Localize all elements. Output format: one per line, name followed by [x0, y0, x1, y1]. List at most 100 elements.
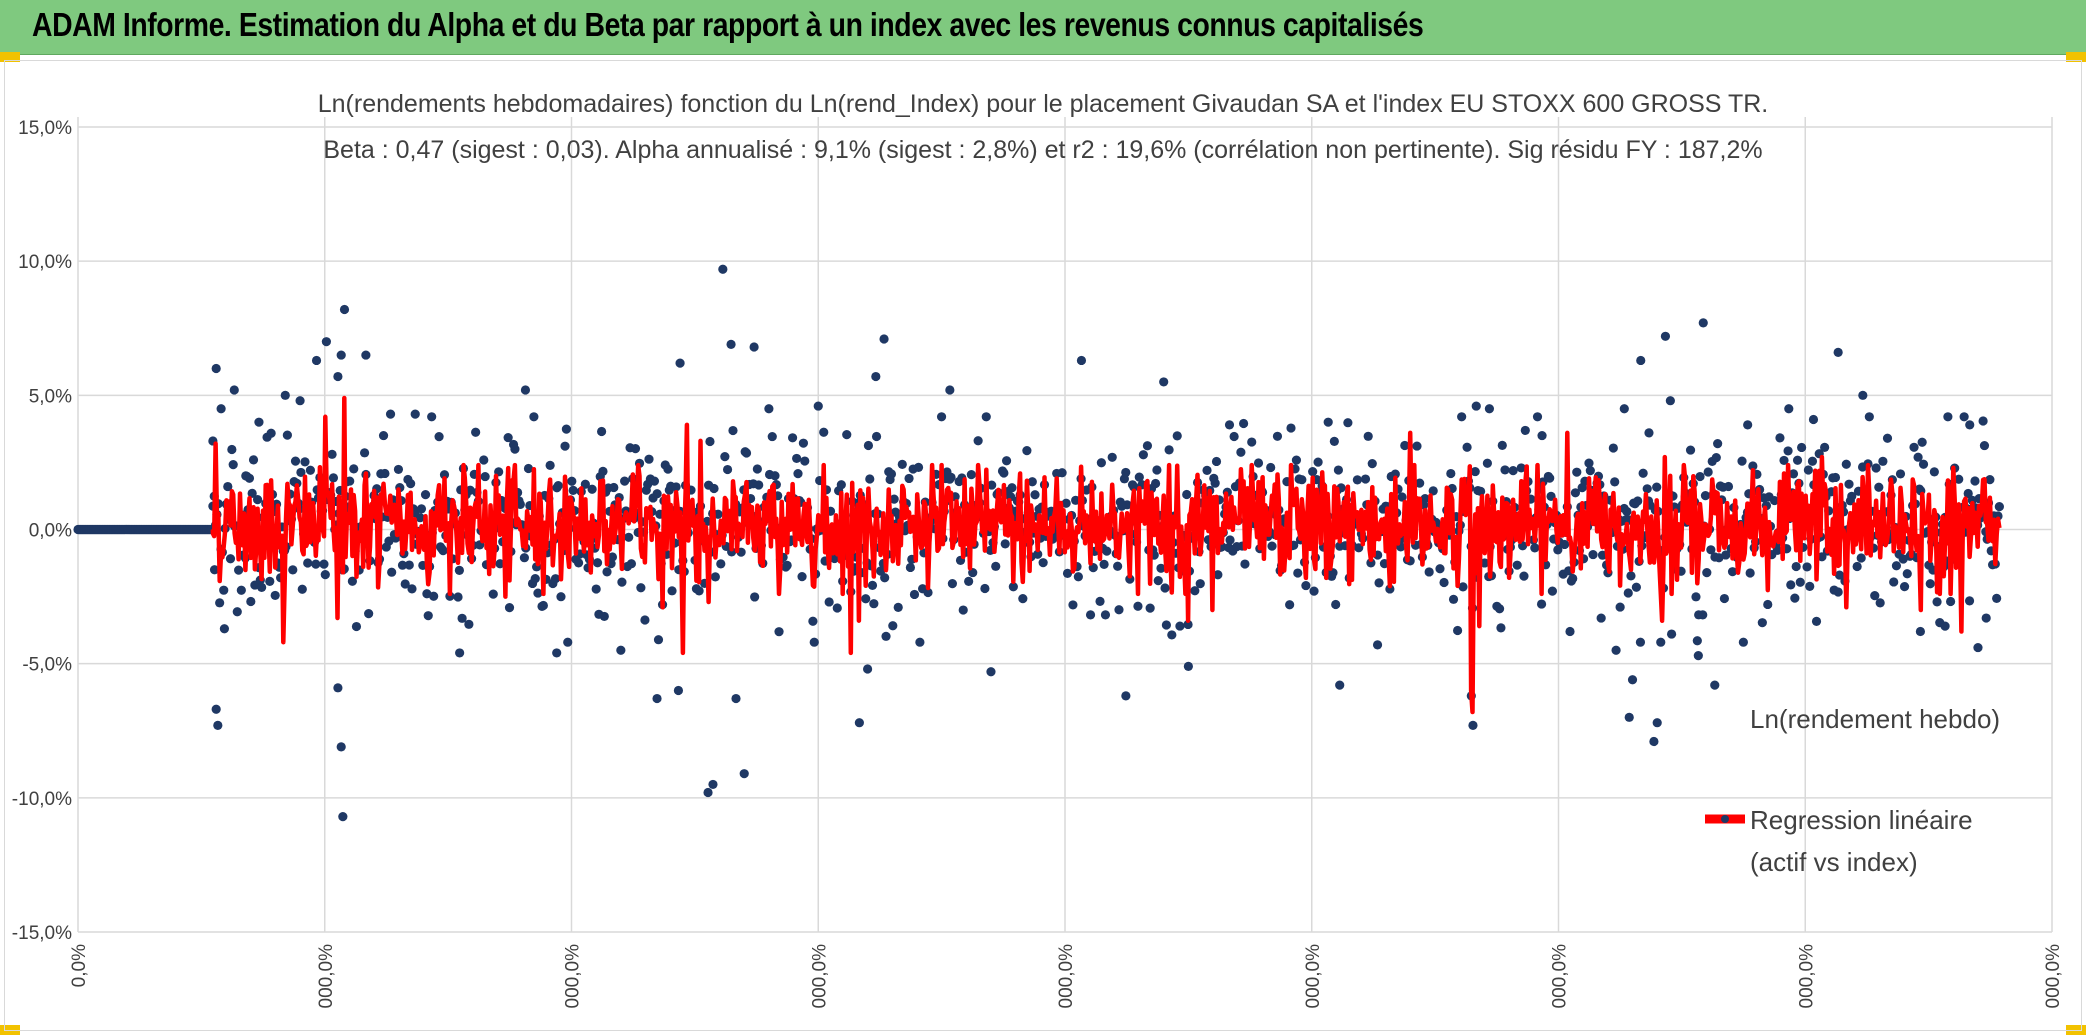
scatter-point	[981, 412, 991, 422]
scatter-point	[254, 417, 264, 427]
scatter-point	[216, 404, 226, 414]
scatter-point	[1076, 355, 1087, 366]
scatter-point	[1452, 625, 1463, 636]
scatter-point	[1113, 561, 1123, 571]
scatter-point	[311, 559, 321, 569]
scatter-point	[364, 609, 374, 619]
scatter-point	[671, 482, 681, 492]
scatter-point	[1978, 416, 1988, 426]
scatter-point	[842, 430, 852, 440]
scatter-point	[553, 481, 563, 491]
scatter-point	[675, 358, 685, 368]
scatter-point	[592, 558, 603, 568]
scatter-point	[1929, 467, 1939, 477]
scatter-point	[609, 482, 619, 493]
scatter-point	[1331, 599, 1341, 610]
scatter-point	[327, 449, 337, 459]
scatter-point	[1834, 570, 1845, 580]
scatter-point	[533, 588, 543, 598]
scatter-point	[863, 664, 873, 674]
scatter-point	[854, 718, 864, 728]
scatter-point	[708, 779, 718, 790]
scatter-point	[897, 459, 907, 469]
scatter-point	[1763, 599, 1773, 610]
scatter-point	[333, 683, 343, 693]
scatter-point	[1665, 396, 1675, 406]
scatter-point	[1784, 404, 1794, 414]
corner-marker-top-left	[0, 52, 20, 62]
scatter-point	[1695, 471, 1705, 482]
scatter-point	[602, 567, 612, 577]
scatter-point	[359, 448, 370, 458]
scatter-point	[1619, 404, 1629, 414]
scatter-point	[879, 334, 889, 344]
scatter-point	[404, 560, 414, 570]
scatter-point	[347, 576, 357, 586]
scatter-point	[1786, 580, 1796, 590]
scatter-point	[617, 577, 627, 587]
legend-marker-regression	[1721, 815, 1729, 823]
scatter-point	[1878, 456, 1888, 466]
corner-marker-top-right	[2066, 52, 2086, 62]
scatter-point	[1293, 568, 1303, 578]
scatter-point	[529, 412, 539, 422]
scatter-point	[349, 464, 359, 474]
scatter-point	[236, 585, 246, 595]
scatter-point	[1240, 559, 1250, 569]
scatter-point	[752, 464, 762, 474]
scatter-point	[1057, 468, 1067, 478]
scatter-point	[1769, 495, 1780, 506]
scatter-point	[958, 605, 968, 615]
scatter-point	[881, 631, 891, 641]
y-tick-label: 5,0%	[29, 386, 72, 407]
scatter-point	[1852, 561, 1862, 572]
y-tick-label: 15,0%	[18, 118, 72, 139]
scatter-point	[1385, 584, 1395, 594]
scatter-point	[1099, 559, 1109, 569]
scatter-point	[336, 350, 346, 360]
scatter-point	[1875, 598, 1885, 608]
scatter-point	[1570, 488, 1581, 498]
scatter-point	[1902, 569, 1912, 579]
scatter-point	[321, 337, 331, 347]
scatter-point	[1308, 467, 1318, 477]
scatter-point	[750, 592, 760, 602]
scatter-point	[987, 480, 997, 490]
chart-area-border	[4, 60, 2082, 1031]
scatter-point	[640, 615, 650, 625]
scatter-point	[1547, 586, 1558, 596]
scatter-point	[1588, 549, 1598, 560]
scatter-point	[1027, 477, 1037, 487]
scatter-point	[1497, 440, 1507, 450]
scatter-point	[1167, 630, 1177, 640]
scatter-point	[1895, 469, 1906, 479]
scatter-point	[1737, 456, 1747, 466]
scatter-point	[876, 566, 886, 576]
scatter-point	[320, 570, 330, 580]
scatter-point	[1446, 468, 1456, 479]
scatter-point	[1482, 458, 1492, 468]
scatter-point	[663, 464, 673, 474]
scatter-point	[1638, 468, 1648, 478]
scatter-point	[520, 385, 531, 395]
scatter-point	[211, 363, 221, 374]
scatter-point	[454, 565, 464, 576]
scatter-point	[503, 432, 513, 443]
scatter-point	[415, 513, 425, 523]
scatter-point	[1018, 594, 1028, 604]
scatter-point	[1153, 576, 1163, 586]
scatter-point	[282, 430, 292, 440]
scatter-point	[1874, 482, 1884, 492]
scatter-point	[587, 484, 597, 494]
scatter-point	[770, 471, 780, 481]
scatter-point	[1713, 438, 1723, 449]
scatter-point	[630, 444, 641, 454]
scatter-point	[234, 565, 244, 575]
scatter-point	[319, 559, 329, 569]
scatter-point	[644, 454, 654, 464]
scatter-point	[652, 693, 662, 704]
scatter-point	[393, 464, 404, 475]
scatter-point	[1266, 462, 1276, 473]
scatter-point	[1238, 418, 1249, 429]
